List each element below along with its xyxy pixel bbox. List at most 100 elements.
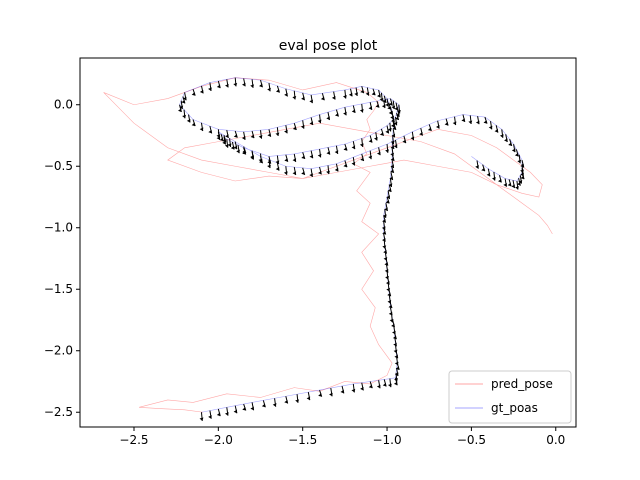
arrow-head [390, 140, 395, 145]
plot-frame [79, 57, 577, 428]
arrow-head [292, 158, 297, 162]
arrow-head [452, 121, 457, 126]
arrow-head [481, 167, 485, 172]
arrow-head [387, 128, 392, 132]
arrow-head [295, 399, 300, 403]
arrow-head [382, 382, 387, 387]
arrow-head [387, 300, 392, 304]
arrow-head [359, 109, 364, 113]
arrow-head [259, 159, 263, 164]
x-tick-label: −2.5 [119, 433, 148, 447]
y-tick-label: 0.0 [54, 98, 73, 112]
arrow-head [301, 96, 305, 101]
arrow-head [351, 109, 356, 113]
arrow-head [276, 89, 280, 93]
arrow-head [334, 167, 339, 172]
arrow-head [396, 113, 400, 117]
arrow-head [343, 95, 347, 99]
arrow-head [368, 106, 372, 110]
arrow-head [503, 183, 508, 187]
arrow-head [284, 399, 288, 404]
arrow-head [508, 142, 512, 146]
arrow-head [390, 115, 395, 120]
arrow-head [475, 165, 479, 169]
arrow-head [208, 129, 212, 134]
orientation-arrows [178, 77, 525, 421]
arrow-head [227, 143, 232, 147]
arrow-head [191, 92, 196, 96]
arrow-head [382, 238, 386, 242]
arrow-head [250, 84, 255, 88]
arrow-head [242, 406, 246, 411]
arrow-head [386, 288, 391, 292]
arrow-head [419, 132, 423, 136]
arrow-head [511, 184, 515, 189]
arrow-head [377, 93, 381, 98]
arrow-head [390, 164, 394, 169]
arrow-head [250, 156, 254, 160]
arrow-head [242, 149, 246, 154]
arrow-head [486, 172, 491, 177]
arrow-head [389, 176, 393, 181]
arrow-head [306, 396, 311, 401]
arrow-head [376, 384, 381, 389]
arrow-head [390, 169, 394, 173]
arrow-head [284, 129, 288, 134]
arrow-head [518, 180, 523, 184]
arrow-head [360, 89, 364, 94]
arrow-head [483, 120, 488, 124]
arrow-head [199, 127, 204, 132]
arrow-head [385, 276, 390, 280]
arrow-head [385, 149, 390, 153]
arrow-head [354, 92, 359, 96]
arrow-head [488, 125, 493, 130]
arrow-head [233, 409, 237, 414]
arrow-head [199, 417, 204, 421]
arrow-head [517, 182, 521, 186]
arrow-head [387, 292, 391, 297]
arrow-head [388, 183, 393, 187]
arrow-head [393, 342, 397, 347]
arrow-head [394, 372, 399, 377]
arrow-head [393, 121, 398, 126]
arrow-head [224, 144, 229, 148]
arrow-head [393, 349, 398, 354]
arrow-head [388, 304, 393, 309]
arrow-head [435, 125, 440, 129]
arrow-head [272, 403, 277, 407]
arrow-head [334, 150, 339, 154]
arrow-head [394, 378, 399, 382]
arrow-head [317, 119, 322, 124]
arrow-head [216, 84, 221, 89]
arrow-head [233, 145, 237, 150]
arrow-head [309, 99, 314, 104]
arrow-head [475, 120, 480, 125]
legend-label-pred-pose: pred_pose [491, 377, 553, 391]
chart-title: eval pose plot [279, 38, 378, 54]
x-tick-label: 0.0 [546, 433, 565, 447]
arrow-head [497, 178, 502, 183]
arrow-head [309, 154, 313, 159]
arrow-head [392, 126, 396, 130]
arrow-head [250, 134, 255, 139]
arrow-head [292, 96, 297, 100]
y-axis-ticks: 0.0 −0.5 −1.0 −1.5 −2.0 −2.5 [44, 98, 80, 419]
arrow-head [343, 163, 347, 168]
arrow-head [388, 101, 393, 106]
arrow-head [393, 381, 398, 386]
arrow-head [181, 99, 185, 104]
arrow-head [225, 134, 229, 138]
arrow-head [393, 144, 398, 149]
arrow-head [385, 103, 389, 107]
arrow-head [301, 155, 305, 159]
arrow-head [292, 126, 297, 130]
arrow-head [360, 157, 364, 162]
arrow-head [275, 166, 280, 171]
arrow-head [517, 159, 522, 164]
arrow-head [385, 199, 390, 204]
arrow-head [317, 153, 322, 158]
arrow-head [389, 318, 394, 323]
arrow-head [383, 250, 387, 254]
arrow-head [520, 175, 525, 180]
arrow-head [216, 412, 221, 417]
